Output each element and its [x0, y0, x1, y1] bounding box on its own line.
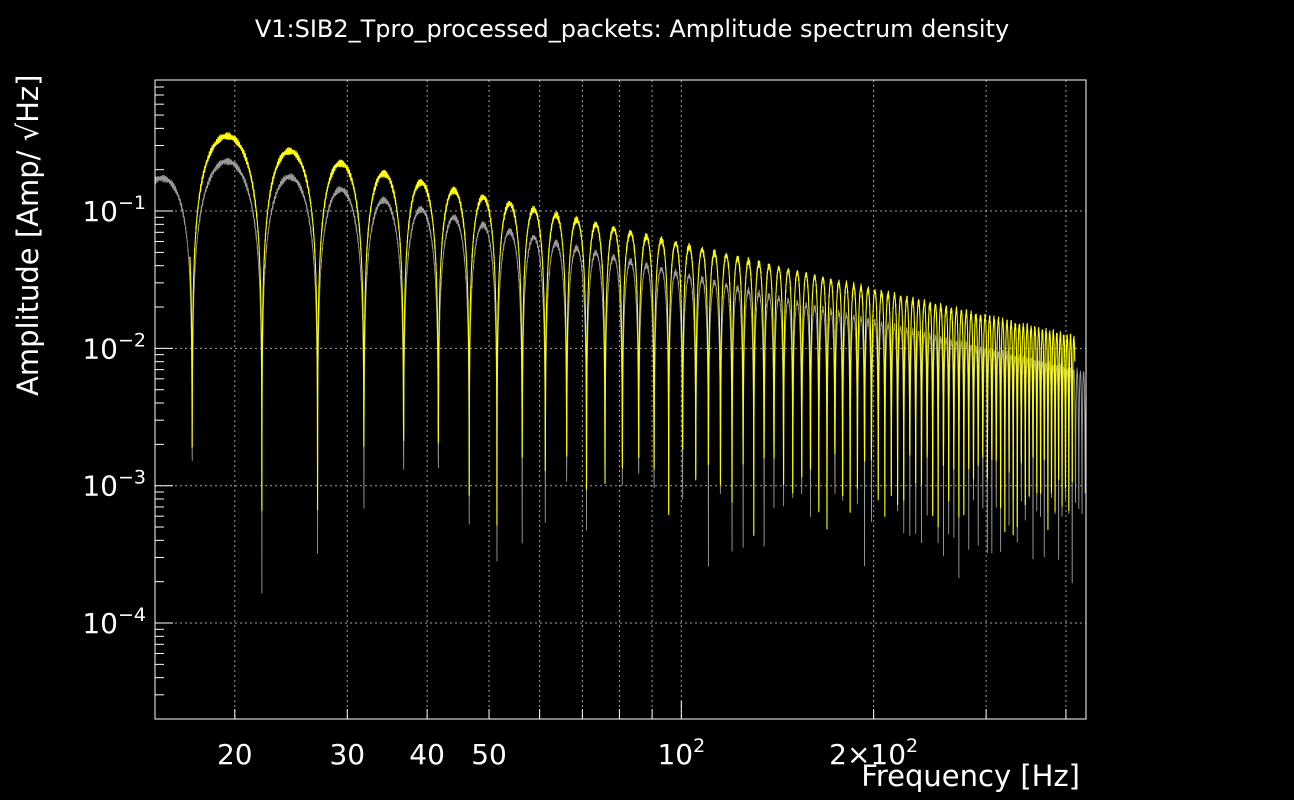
y-tick-label-exponent: −1	[118, 192, 146, 214]
y-tick-label-exponent: −2	[118, 329, 146, 351]
x-tick-label: 50	[471, 738, 507, 771]
chart-title: V1:SIB2_Tpro_processed_packets: Amplitud…	[255, 15, 1009, 43]
y-tick-label: 10−2	[82, 329, 146, 365]
axis-ticks	[155, 79, 1067, 720]
x-tick-labels: 20 30 40 50 102 2×102	[217, 735, 918, 771]
y-tick-label-base: 10	[82, 332, 118, 365]
y-tick-label-exponent: −4	[118, 604, 146, 626]
plot-frame	[154, 79, 1087, 720]
y-tick-label: 10−3	[82, 467, 146, 503]
y-tick-label-base: 10	[82, 195, 118, 228]
y-tick-label-exponent: −3	[118, 467, 146, 489]
series-line-reference	[154, 157, 1087, 594]
x-tick-label-exponent: 2	[906, 735, 918, 757]
y-tick-label-base: 10	[82, 607, 118, 640]
plot-series	[154, 132, 1087, 594]
x-axis-label: Frequency [Hz]	[861, 759, 1080, 793]
y-axis-label: Amplitude [Amp/ √Hz]	[11, 75, 45, 396]
y-tick-labels: 10−110−210−310−4	[82, 192, 146, 640]
x-tick-label-base: 10	[657, 738, 693, 771]
x-tick-label-base: 2×10	[829, 738, 906, 771]
y-tick-label-base: 10	[82, 470, 118, 503]
series-line-current	[189, 132, 1076, 536]
y-tick-label: 10−4	[82, 604, 146, 640]
grid-lines	[155, 80, 1086, 719]
x-tick-label: 20	[217, 738, 253, 771]
y-tick-label: 10−1	[82, 192, 146, 228]
x-tick-label: 30	[329, 738, 365, 771]
x-tick-label: 2×102	[829, 735, 918, 771]
x-tick-label: 40	[409, 738, 445, 771]
x-tick-label-exponent: 2	[693, 735, 705, 757]
x-tick-label: 102	[657, 735, 705, 771]
